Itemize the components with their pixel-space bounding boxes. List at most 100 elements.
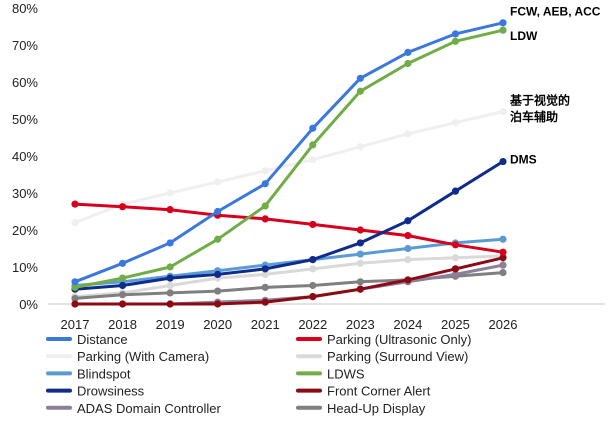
data-point: [214, 207, 222, 216]
data-point: [499, 108, 507, 116]
data-point: [404, 256, 412, 264]
series-parking-with-camera: [71, 108, 507, 227]
axis-layer: 0% 10% 20% 30% 40% 50% 60% 70% 80% 2017 2018 2019 20…: [12, 1, 605, 332]
data-point: [309, 293, 317, 301]
legend-label: Parking (Ultrasonic Only): [327, 332, 472, 347]
data-point: [118, 300, 127, 308]
legend-item: Drowsiness: [46, 384, 145, 399]
data-point: [451, 30, 460, 38]
data-point: [118, 281, 127, 290]
data-point: [356, 143, 364, 151]
series-line: [73, 110, 505, 225]
data-point: [214, 300, 222, 308]
annotation-label: FCW, AEB, ACC: [510, 5, 601, 19]
data-point: [71, 200, 79, 208]
data-point: [499, 26, 507, 34]
data-point: [166, 189, 174, 197]
data-point: [118, 291, 127, 299]
data-point: [356, 226, 364, 234]
legend-label: Parking (With Camera): [77, 349, 209, 364]
data-point: [261, 283, 269, 291]
data-point: [261, 298, 269, 306]
legend-label: LDWS: [327, 366, 365, 381]
legend-item: Distance: [46, 332, 128, 347]
data-point: [309, 265, 317, 273]
x-tick-label: 2017: [61, 317, 90, 332]
legend-label: Drowsiness: [77, 384, 145, 399]
data-point: [309, 141, 317, 149]
y-tick-label: 0%: [19, 297, 38, 312]
y-tick-label: 40%: [12, 149, 38, 164]
y-tick-label: 10%: [12, 260, 38, 275]
data-point: [499, 235, 507, 243]
data-point: [309, 256, 317, 264]
legend-label: Blindspot: [77, 366, 131, 381]
data-point: [404, 276, 412, 284]
x-tick-label: 2022: [298, 317, 327, 332]
data-point: [499, 157, 507, 166]
annotation-label: DMS: [510, 153, 537, 167]
annotation-label: 基于视觉的: [509, 93, 570, 108]
data-point: [499, 268, 507, 277]
x-tick-label: 2021: [251, 317, 280, 332]
data-point: [451, 254, 460, 262]
series-parking-surround-view: [71, 252, 507, 301]
data-point: [309, 124, 317, 132]
x-tick-label: 2019: [156, 317, 185, 332]
legend-label: Parking (Surround View): [327, 349, 468, 364]
y-tick-label: 80%: [12, 1, 38, 16]
data-point: [356, 74, 364, 82]
data-point: [166, 281, 174, 290]
legend-item: Blindspot: [46, 366, 131, 381]
data-point: [404, 48, 412, 57]
legend-item: Front Corner Alert: [296, 384, 431, 399]
data-point: [261, 270, 269, 278]
data-point: [451, 187, 460, 195]
legend-item: Head-Up Display: [296, 401, 426, 416]
series-line: [73, 254, 505, 299]
data-point: [166, 239, 174, 247]
data-point: [166, 274, 174, 282]
data-point: [356, 239, 364, 247]
legend-item: ADAS Domain Controller: [46, 401, 221, 416]
x-tick-label: 2025: [441, 317, 470, 332]
data-point: [309, 220, 317, 229]
y-tick-label: 30%: [12, 186, 38, 201]
series-line: [73, 160, 505, 291]
data-point: [71, 278, 79, 286]
data-point: [309, 281, 317, 290]
data-point: [214, 270, 222, 278]
data-point: [166, 289, 174, 297]
data-point: [118, 274, 127, 282]
data-point: [356, 87, 364, 95]
data-point: [404, 130, 412, 138]
data-point: [499, 254, 507, 262]
y-tick-label: 70%: [12, 38, 38, 53]
x-tick-label: 2020: [203, 317, 232, 332]
legend-item: LDWS: [296, 366, 365, 381]
data-point: [309, 156, 317, 164]
data-point: [118, 259, 127, 267]
data-point: [214, 178, 222, 186]
data-point: [261, 265, 269, 273]
series-line: [73, 21, 505, 284]
x-tick-label: 2018: [108, 317, 137, 332]
legend-item: Parking (Ultrasonic Only): [296, 332, 472, 347]
data-point: [404, 217, 412, 225]
series-line: [73, 28, 505, 289]
data-point: [166, 263, 174, 271]
data-point: [214, 287, 222, 295]
series-line: [73, 202, 505, 254]
data-point: [261, 180, 269, 188]
series-layer: [71, 19, 507, 308]
data-point: [261, 202, 269, 210]
series-blindspot: [71, 235, 507, 290]
data-point: [404, 244, 412, 253]
data-point: [404, 59, 412, 68]
data-point: [356, 259, 364, 267]
data-point: [71, 294, 79, 303]
data-point: [261, 215, 269, 223]
data-point: [404, 231, 412, 240]
series-parking-ultrasonic-only: [71, 200, 507, 256]
series-line: [73, 256, 505, 306]
